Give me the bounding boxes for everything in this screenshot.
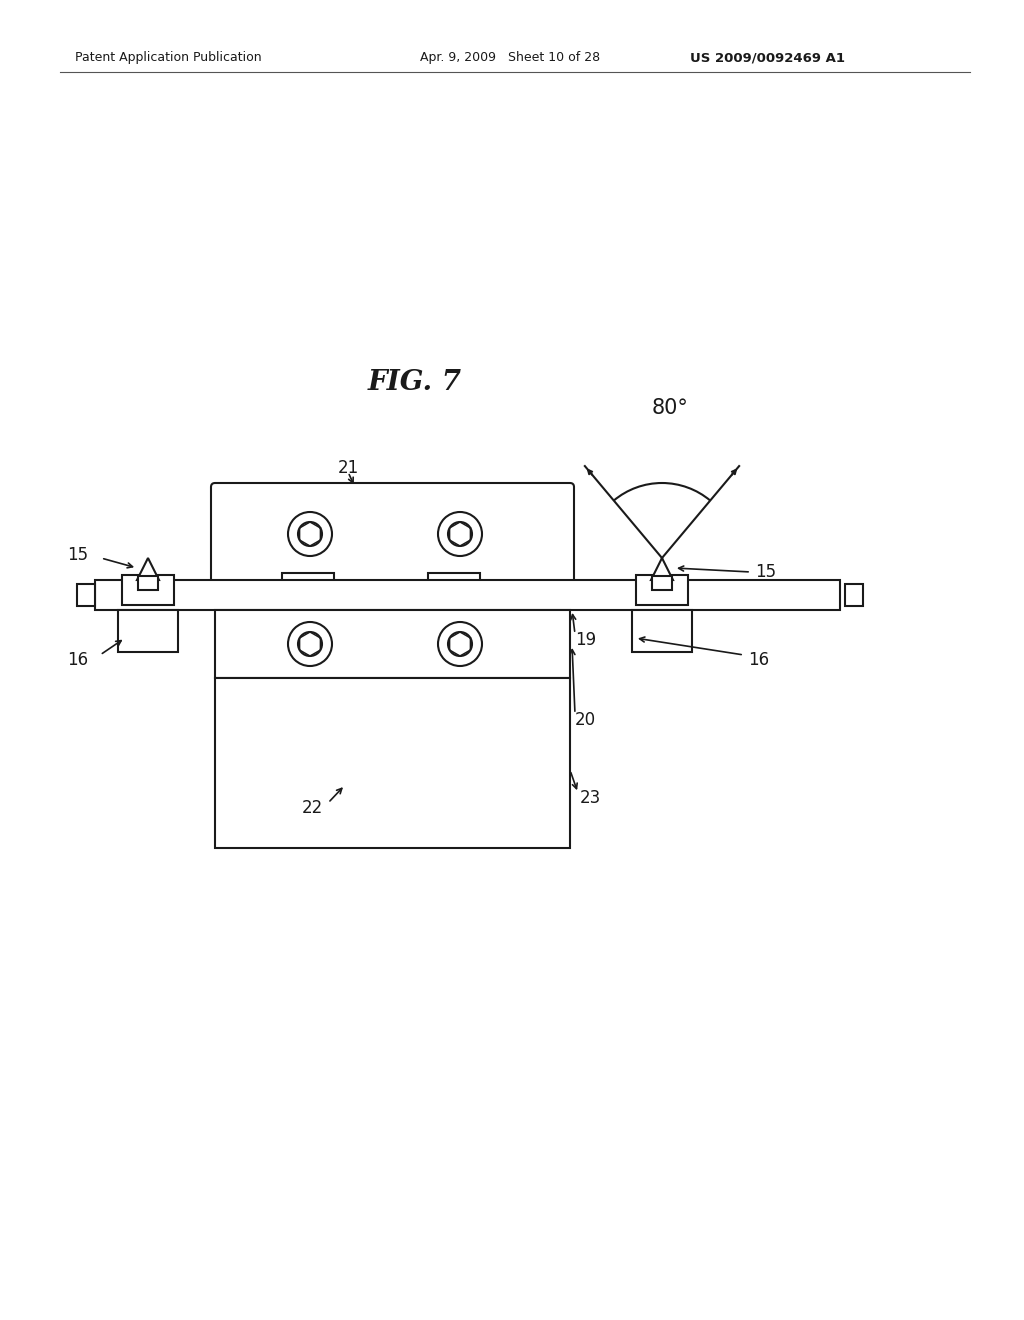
Text: 16: 16 bbox=[748, 651, 769, 669]
Circle shape bbox=[288, 512, 332, 556]
Bar bbox=[215, 610, 570, 678]
Text: 22: 22 bbox=[301, 799, 323, 817]
Polygon shape bbox=[651, 558, 673, 579]
Bar bbox=[636, 576, 688, 605]
Text: 15: 15 bbox=[67, 546, 88, 564]
Circle shape bbox=[438, 512, 482, 556]
Bar bbox=[118, 610, 178, 652]
Text: 16: 16 bbox=[67, 651, 88, 669]
Bar bbox=[215, 678, 570, 847]
Bar bbox=[122, 576, 174, 605]
Bar bbox=[652, 576, 672, 590]
Bar bbox=[77, 583, 95, 606]
Bar bbox=[95, 579, 840, 610]
Text: FIG. 7: FIG. 7 bbox=[368, 368, 462, 396]
Polygon shape bbox=[137, 558, 159, 579]
Text: 23: 23 bbox=[580, 789, 601, 807]
Bar bbox=[282, 573, 334, 589]
Circle shape bbox=[449, 632, 472, 656]
Circle shape bbox=[288, 622, 332, 667]
Bar bbox=[138, 576, 158, 590]
Bar bbox=[632, 610, 692, 652]
Text: 21: 21 bbox=[337, 459, 358, 477]
Text: 15: 15 bbox=[755, 564, 776, 581]
Text: 19: 19 bbox=[575, 631, 596, 649]
Text: 80°: 80° bbox=[651, 399, 688, 418]
FancyBboxPatch shape bbox=[211, 483, 574, 583]
Text: Apr. 9, 2009   Sheet 10 of 28: Apr. 9, 2009 Sheet 10 of 28 bbox=[420, 51, 600, 65]
Circle shape bbox=[438, 622, 482, 667]
Circle shape bbox=[449, 521, 472, 546]
Circle shape bbox=[298, 632, 322, 656]
Bar bbox=[845, 583, 863, 606]
Text: Patent Application Publication: Patent Application Publication bbox=[75, 51, 261, 65]
Text: 20: 20 bbox=[575, 711, 596, 729]
Bar bbox=[428, 573, 480, 589]
Text: US 2009/0092469 A1: US 2009/0092469 A1 bbox=[690, 51, 845, 65]
Circle shape bbox=[298, 521, 322, 546]
